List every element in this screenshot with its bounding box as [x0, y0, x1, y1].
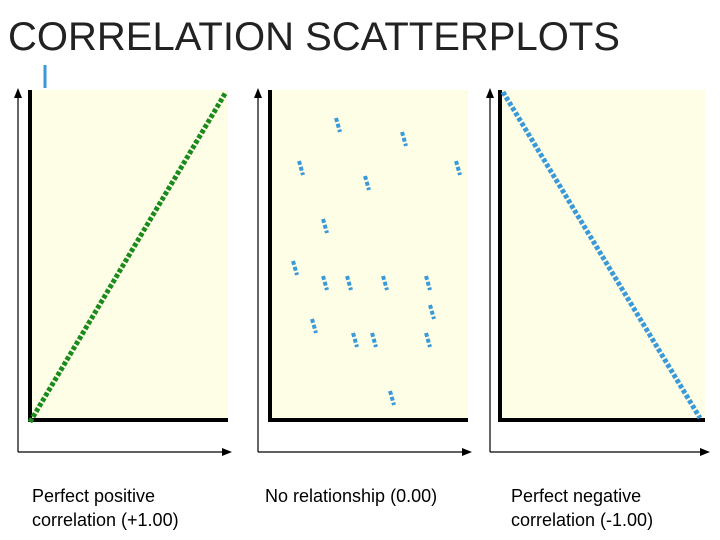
scatter-dot [334, 117, 342, 133]
scatter-dot [454, 160, 462, 176]
caption: Perfect negative [511, 486, 641, 506]
arrow [254, 88, 262, 98]
panel-none: No relationship (0.00) [254, 88, 472, 506]
trend-line [27, 90, 229, 424]
scatter-dot [345, 275, 353, 291]
caption: No relationship (0.00) [265, 486, 437, 506]
scatter-dot [424, 275, 432, 291]
arrow [462, 448, 472, 456]
scatter-dot [363, 175, 371, 191]
arrow [14, 88, 22, 98]
scatter-dot [370, 332, 378, 348]
caption: correlation (-1.00) [511, 510, 653, 530]
arrow [222, 448, 232, 456]
arrow [486, 88, 494, 98]
scatter-dot [297, 160, 305, 176]
scatter-dot [291, 260, 299, 276]
caption: Perfect positive [32, 486, 155, 506]
scatter-dot [321, 275, 329, 291]
panel-negative: Perfect negative correlation (-1.00) [486, 88, 710, 530]
arrow [700, 448, 710, 456]
scatter-dot [428, 304, 436, 320]
scatter-points [291, 117, 462, 406]
slide-title: CORRELATION SCATTERPLOTS [8, 15, 620, 59]
scatter-dot [388, 390, 396, 406]
panel-positive: Perfect positive correlation (+1.00) [14, 88, 232, 530]
trend-line [500, 90, 703, 420]
scatter-dot [321, 218, 329, 234]
scatter-dot [310, 318, 318, 334]
scatter-dot [351, 332, 359, 348]
scatter-dot [424, 332, 432, 348]
scatter-dot [400, 131, 408, 147]
plot-area [270, 90, 468, 420]
scatter-dot [381, 275, 389, 291]
caption: correlation (+1.00) [32, 510, 179, 530]
